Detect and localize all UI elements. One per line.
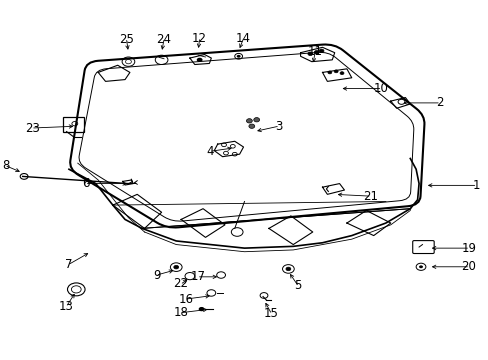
Circle shape: [246, 119, 252, 123]
Text: 22: 22: [173, 278, 188, 291]
Circle shape: [253, 118, 259, 122]
Text: 16: 16: [178, 293, 193, 306]
Text: 25: 25: [119, 32, 134, 46]
Text: 13: 13: [59, 300, 74, 313]
Text: 6: 6: [82, 177, 90, 190]
Text: 15: 15: [264, 307, 278, 320]
Circle shape: [198, 307, 204, 311]
Circle shape: [196, 58, 202, 62]
Circle shape: [173, 265, 178, 269]
Circle shape: [327, 71, 331, 74]
Text: 5: 5: [294, 279, 301, 292]
Text: 23: 23: [25, 122, 40, 135]
Circle shape: [314, 50, 319, 54]
Text: 7: 7: [65, 258, 73, 271]
Text: 17: 17: [190, 270, 205, 283]
Text: 14: 14: [236, 32, 250, 45]
Text: 21: 21: [362, 190, 377, 203]
Text: 3: 3: [274, 120, 282, 133]
Circle shape: [339, 72, 343, 75]
Text: 20: 20: [460, 260, 475, 273]
Text: 18: 18: [173, 306, 188, 319]
Text: 24: 24: [156, 32, 171, 46]
Text: 8: 8: [2, 159, 9, 172]
Text: 10: 10: [373, 82, 387, 95]
Text: 1: 1: [471, 179, 479, 192]
Circle shape: [248, 124, 254, 129]
Circle shape: [418, 265, 422, 268]
Text: 12: 12: [192, 32, 207, 45]
Text: 9: 9: [153, 269, 160, 282]
Circle shape: [333, 70, 337, 73]
Circle shape: [319, 49, 324, 53]
Text: 4: 4: [206, 145, 214, 158]
Circle shape: [285, 267, 290, 271]
Circle shape: [236, 55, 240, 58]
Text: 19: 19: [460, 242, 475, 255]
Text: 11: 11: [307, 45, 322, 58]
Circle shape: [307, 52, 312, 55]
Text: 2: 2: [435, 96, 443, 109]
